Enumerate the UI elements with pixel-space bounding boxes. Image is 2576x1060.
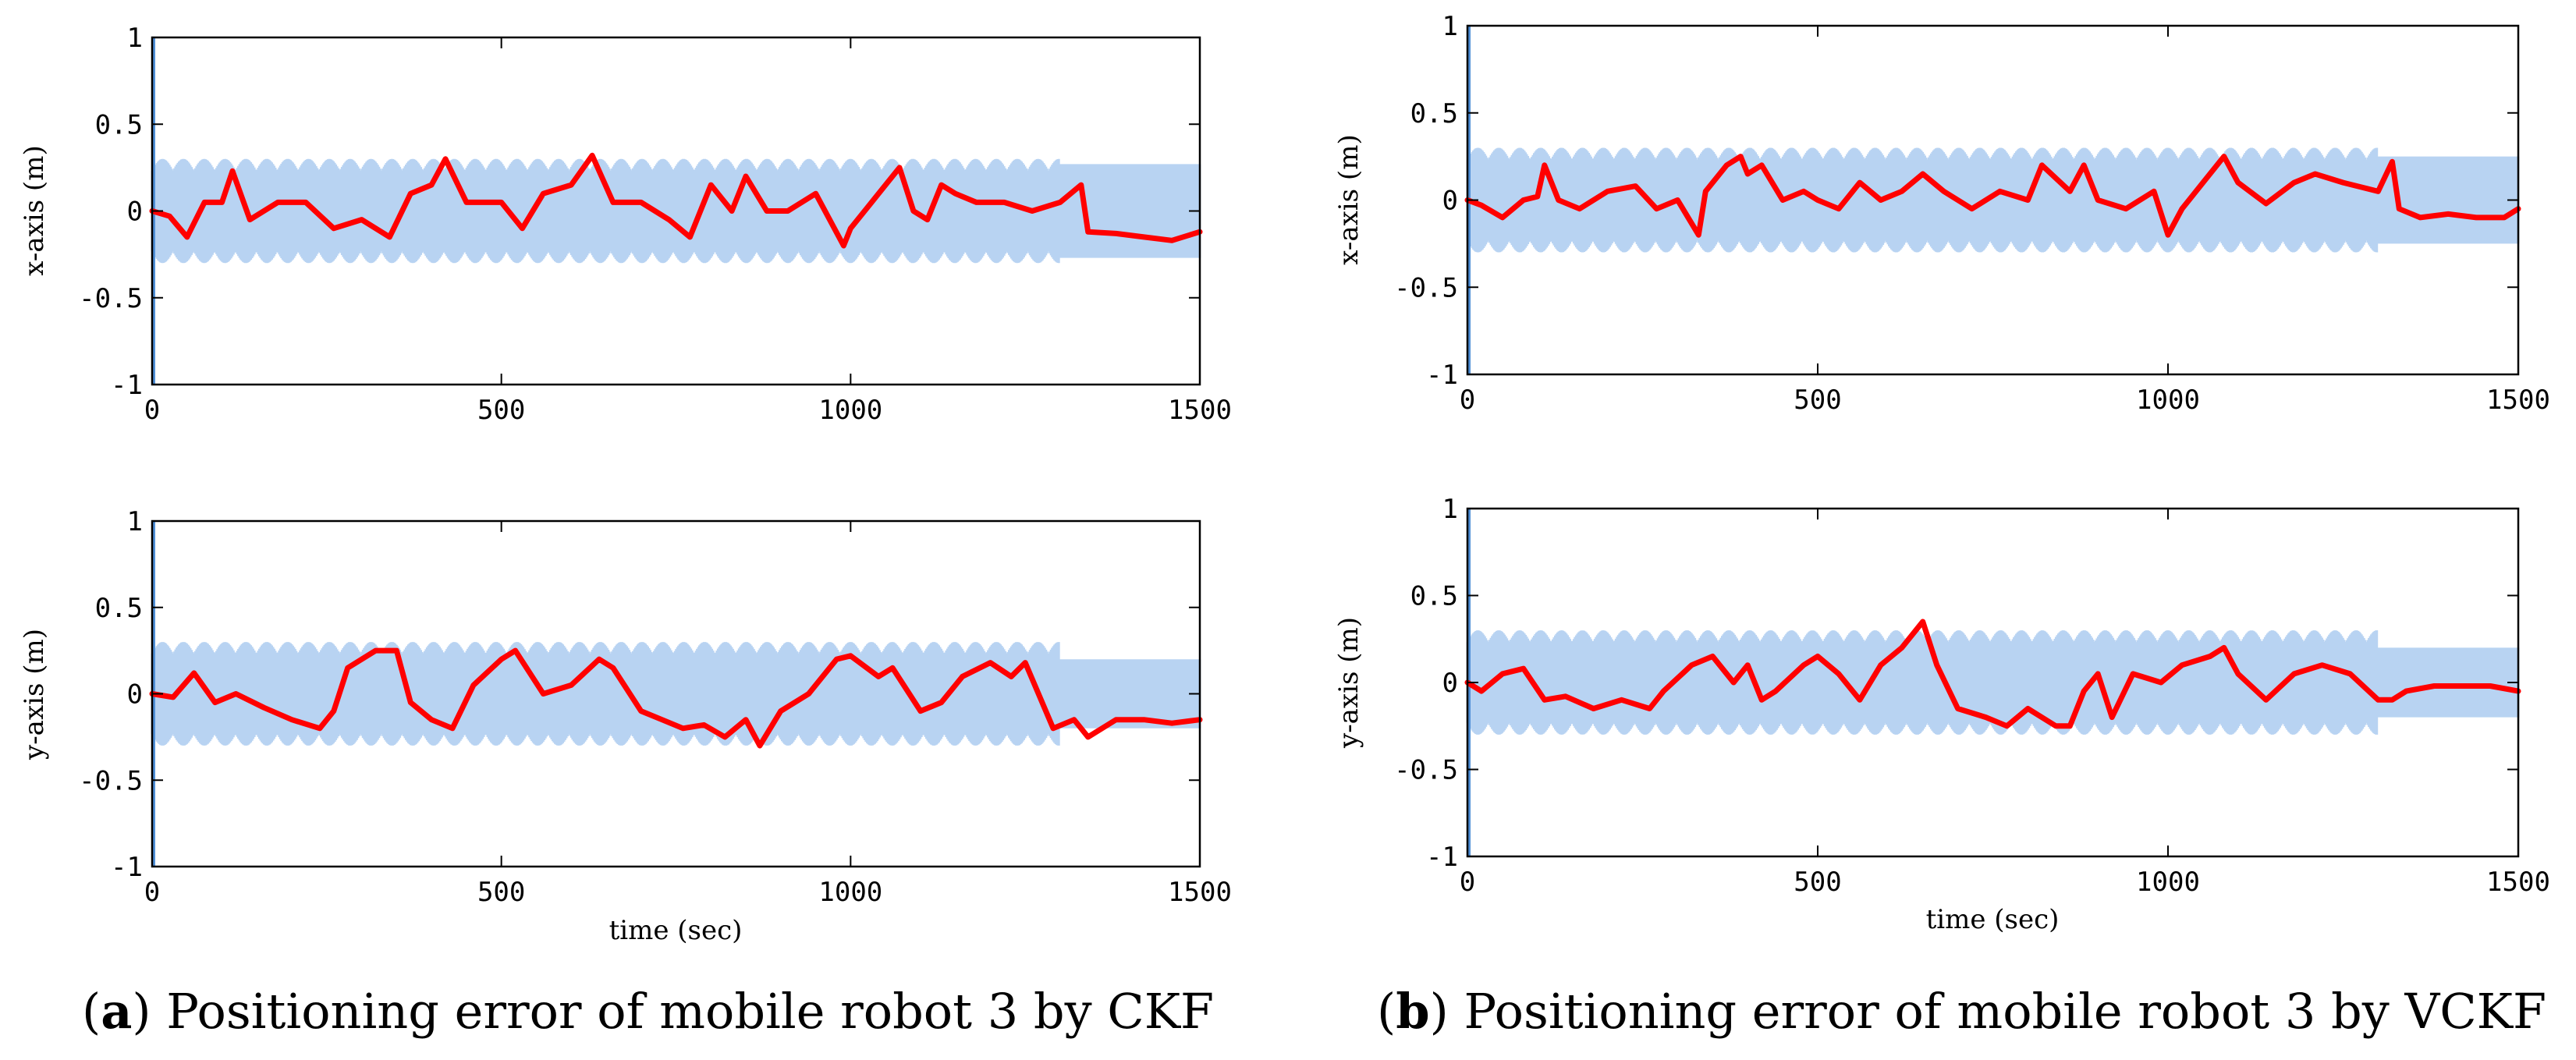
y-tick-label: 0.5	[1410, 581, 1458, 612]
x-tick-label: 0	[1460, 385, 1475, 416]
y-tick-label: 1	[127, 506, 143, 537]
plot-a-y: y-axis (m) time (sec) 0 500 1000 150010.50-…	[19, 506, 1232, 946]
plot-b-x: x-axis (m) 0 500 1000 1500 1 0.5 0 -0.5 -1	[1333, 11, 2550, 416]
xlabel-b-y: time (sec)	[1926, 904, 2060, 935]
y-tick-label: 0	[127, 197, 143, 228]
y-tick-label: 0	[127, 679, 143, 711]
x-tick-label: 500	[477, 877, 525, 908]
ylabel-b-y: y-axis (m)	[1333, 617, 1364, 749]
ylabel-b-x: x-axis (m)	[1333, 134, 1364, 264]
x-tick-label: 0	[144, 877, 160, 908]
x-tick-label: 1000	[818, 877, 882, 908]
x-tick-label: 0	[1460, 867, 1475, 898]
x-tick-label: 1500	[1168, 395, 1232, 426]
y-tick-label: 0.5	[1410, 98, 1458, 129]
y-tick-label: 0	[1442, 668, 1458, 699]
plot-a-x: x-axis (m) 0 500 1000 1500 1 0.5 0 -0.5 -1	[19, 23, 1232, 426]
y-tick-label: -0.5	[1394, 755, 1458, 786]
y-tick-label: 1	[1442, 11, 1458, 42]
series-line-error	[149, 152, 1203, 249]
y-tick-label: 1	[1442, 494, 1458, 525]
x-tick-label: 1000	[818, 395, 882, 426]
series-line-error	[149, 647, 1203, 749]
ylabel-a-x: x-axis (m)	[19, 145, 50, 275]
x-tick-label: 1500	[1168, 877, 1232, 908]
y-tick-label: 0.5	[95, 109, 143, 140]
series-line-error	[1464, 619, 2521, 729]
error-bound-band	[1466, 147, 2520, 253]
y-tick-label: -0.5	[1394, 272, 1458, 303]
ylabel-a-y: y-axis (m)	[19, 629, 50, 760]
caption-a-text: Positioning error of mobile robot 3 by C…	[166, 983, 1214, 1040]
xlabel-a-y: time (sec)	[609, 915, 743, 946]
x-tick-label: 1500	[2486, 385, 2550, 416]
plot-b-y: y-axis (m) time (sec) 0 500 1000 150010.50-…	[1333, 494, 2550, 935]
caption-b: (b) Positioning error of mobile robot 3 …	[1377, 983, 2546, 1040]
caption-a-letter: a	[101, 983, 132, 1040]
y-tick-label: -1	[111, 370, 143, 401]
y-tick-label: -0.5	[79, 283, 143, 314]
y-tick-label: -1	[1426, 842, 1458, 873]
caption-b-letter: b	[1396, 983, 1429, 1040]
y-tick-label: 0	[1442, 186, 1458, 217]
x-tick-label: 500	[1794, 385, 1841, 416]
caption-a: (a) Positioning error of mobile robot 3 …	[82, 983, 1214, 1040]
y-tick-label: -1	[111, 852, 143, 883]
error-bound-band	[151, 158, 1201, 264]
series-line-error	[1464, 154, 2521, 238]
error-bound-band	[151, 642, 1201, 746]
y-tick-label: -1	[1426, 360, 1458, 391]
x-tick-label: 0	[144, 395, 160, 426]
x-tick-label: 1500	[2486, 867, 2550, 898]
y-tick-label: -0.5	[79, 765, 143, 796]
caption-b-text: Positioning error of mobile robot 3 by V…	[1464, 983, 2546, 1040]
y-tick-label: 1	[127, 23, 143, 54]
y-tick-label: 0.5	[95, 593, 143, 624]
x-tick-label: 500	[1794, 867, 1841, 898]
x-tick-label: 500	[477, 395, 525, 426]
x-tick-label: 1000	[2136, 385, 2200, 416]
x-tick-label: 1000	[2136, 867, 2200, 898]
